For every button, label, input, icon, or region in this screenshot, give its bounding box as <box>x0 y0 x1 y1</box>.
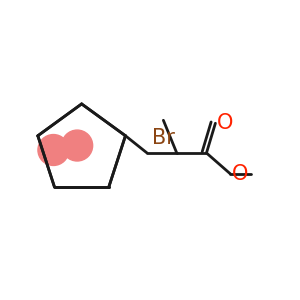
Text: Br: Br <box>152 128 175 148</box>
Circle shape <box>62 130 93 161</box>
Text: O: O <box>232 164 248 184</box>
Circle shape <box>38 134 69 166</box>
Text: O: O <box>217 113 233 133</box>
